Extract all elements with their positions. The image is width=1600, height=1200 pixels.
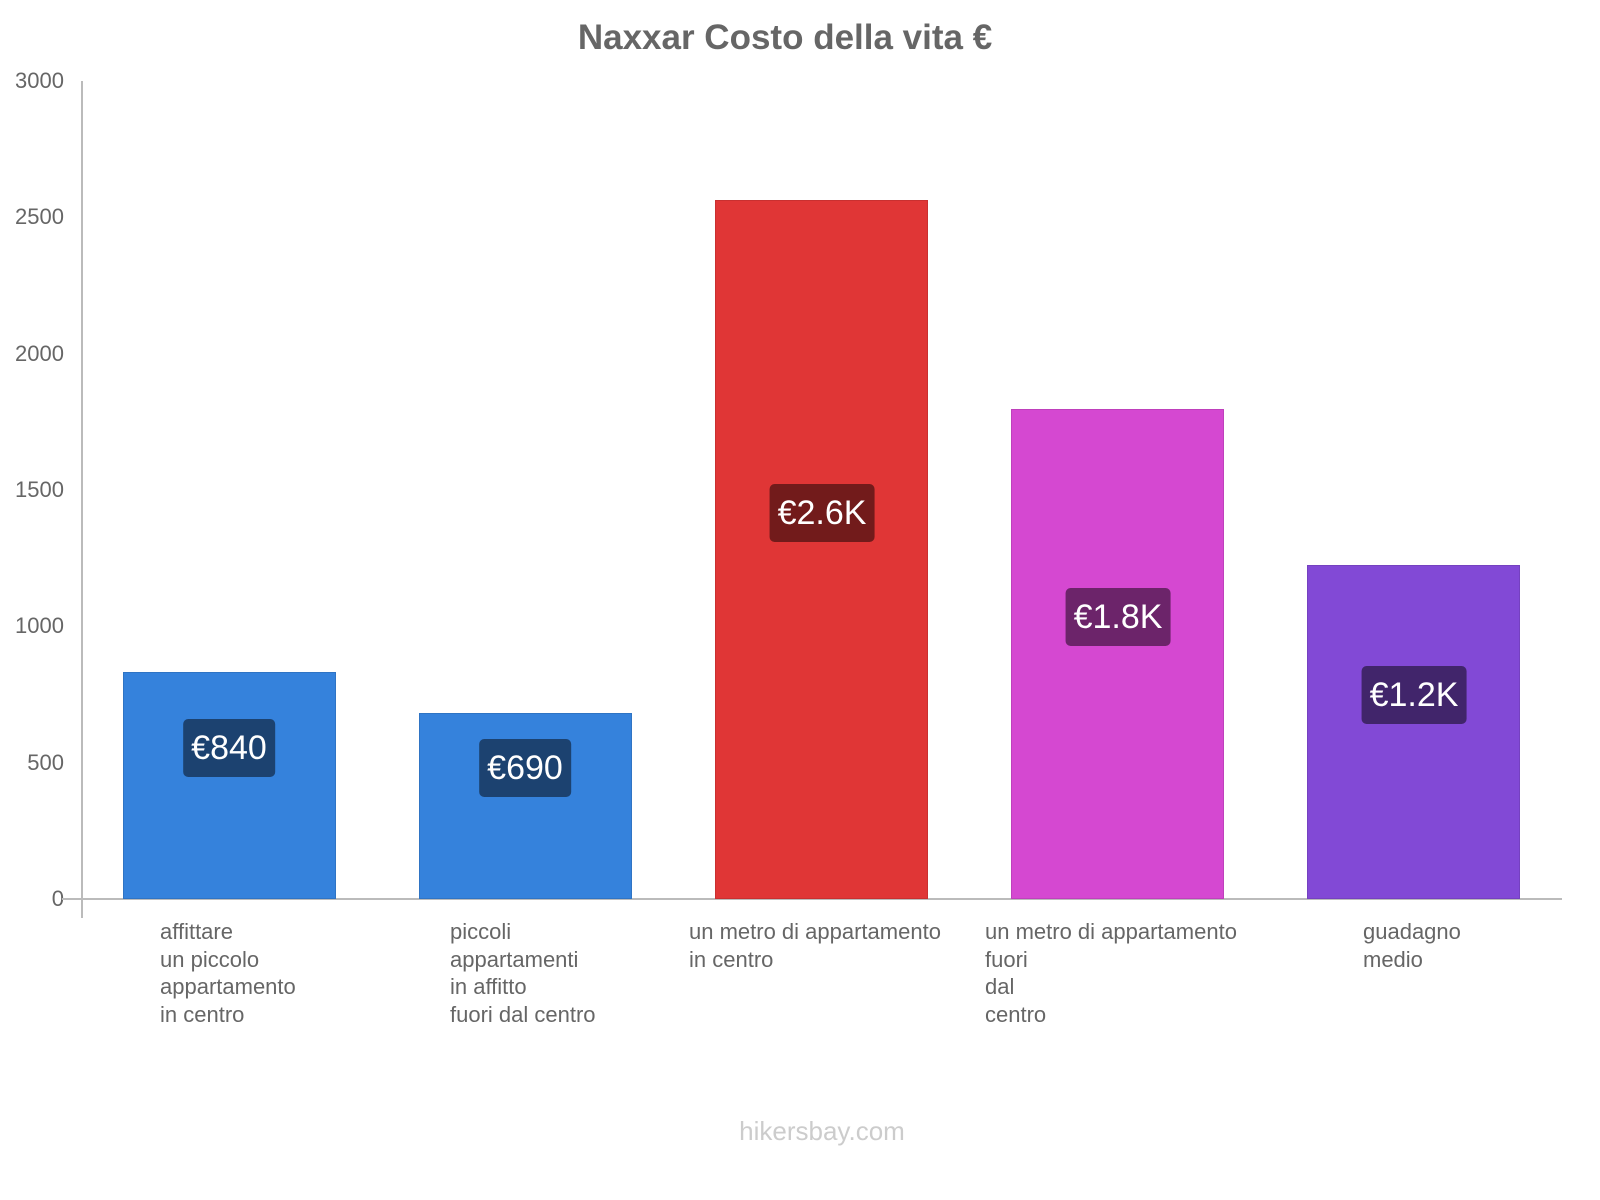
value-label: €840 — [183, 719, 275, 777]
y-tick-label: 3000 — [15, 68, 64, 93]
value-label: €1.2K — [1361, 666, 1467, 724]
y-tick-label: 2000 — [15, 341, 64, 366]
y-tick-label: 0 — [51, 886, 64, 911]
value-label: €690 — [479, 739, 571, 797]
value-label: €2.6K — [769, 484, 875, 542]
y-tick-label: 500 — [27, 750, 64, 775]
bar-rent-small-center[interactable] — [123, 672, 336, 899]
x-category-label: un metro di appartamento fuori dal centr… — [985, 919, 1237, 1027]
y-tick-label: 1000 — [15, 613, 64, 638]
watermark: hikersbay.com — [739, 1116, 905, 1146]
bar-average-salary[interactable] — [1307, 565, 1520, 899]
value-label: €1.8K — [1065, 588, 1171, 646]
x-axis-line — [62, 898, 1562, 900]
bar-sqm-center[interactable] — [715, 200, 928, 899]
bar-sqm-outside[interactable] — [1011, 409, 1224, 899]
x-category-label: un metro di appartamento in centro — [689, 919, 941, 972]
chart-title: Naxxar Costo della vita € — [577, 18, 993, 57]
y-tick-label: 2500 — [15, 204, 64, 229]
y-tick-label: 1500 — [15, 477, 64, 502]
y-axis-line — [81, 81, 83, 918]
x-category-label: guadagno medio — [1363, 919, 1461, 972]
x-category-label: piccoli appartamenti in affitto fuori da… — [450, 919, 596, 1027]
x-category-label: affittare un piccolo appartamento in cen… — [160, 919, 296, 1027]
